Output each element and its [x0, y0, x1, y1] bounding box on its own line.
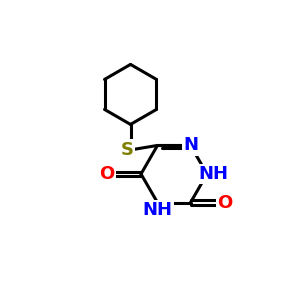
Text: S: S [121, 141, 134, 159]
Text: NH: NH [142, 201, 172, 219]
Text: NH: NH [199, 165, 229, 183]
Text: O: O [218, 194, 232, 211]
Text: N: N [183, 136, 198, 154]
Text: O: O [99, 165, 114, 183]
